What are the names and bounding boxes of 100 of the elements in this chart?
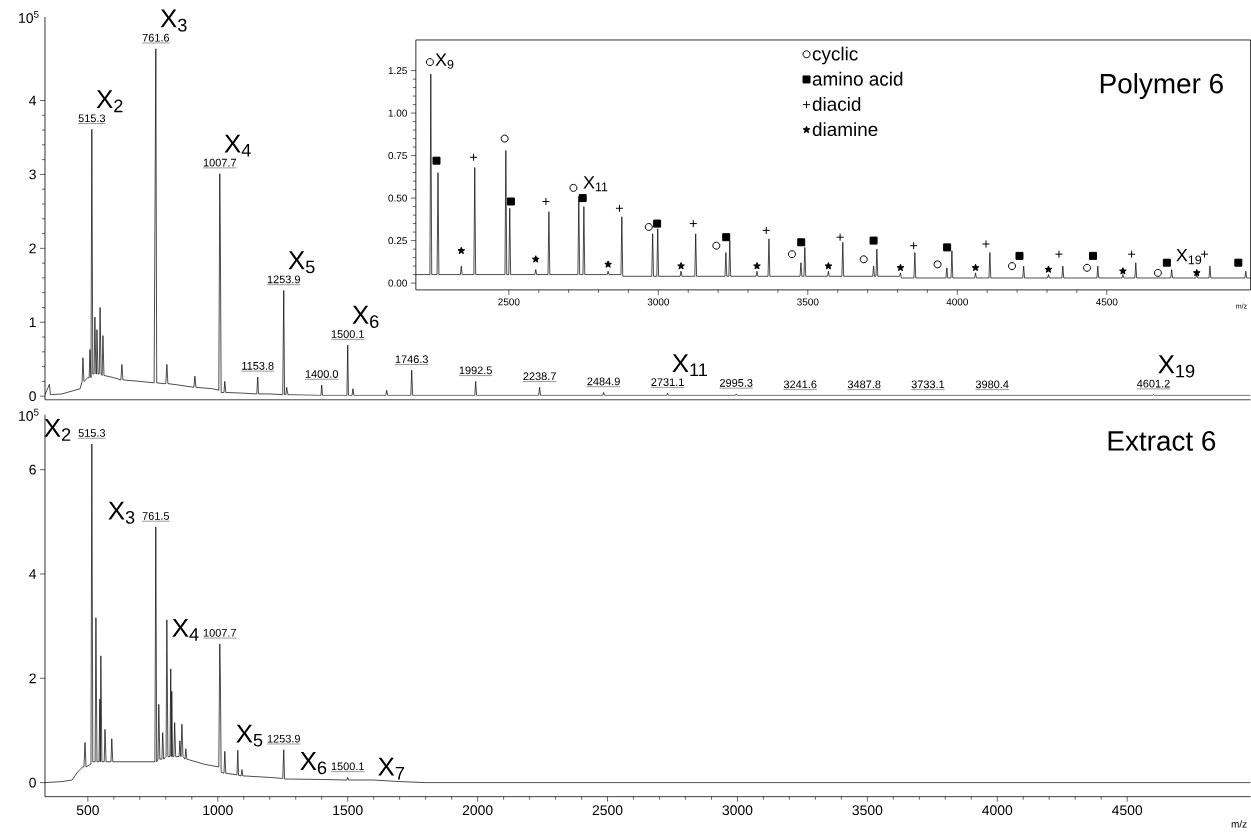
point (1153, 269, 1162, 278)
point (1015, 252, 1024, 261)
point (824, 262, 833, 270)
point (1044, 265, 1053, 273)
x-tick-label: 3500 (852, 805, 883, 816)
y-tick-label: 0.00 (388, 279, 407, 287)
annotation: X$_{7}$ (378, 757, 405, 780)
x-tick-label: 3000 (722, 805, 753, 816)
point (1054, 250, 1063, 259)
point (943, 243, 952, 252)
annotation: 3487.8 (847, 380, 881, 389)
annotation: X$_{2}$ (44, 419, 71, 441)
legend-label: cyclic (812, 46, 858, 65)
annotation: 1253.9 (267, 275, 300, 284)
point (531, 255, 540, 263)
point (896, 263, 905, 272)
y-tick-label: 0.75 (388, 152, 407, 160)
y-tick-label: 0.50 (388, 194, 407, 202)
x-tick-label: 4000 (982, 805, 1013, 816)
point (425, 58, 434, 67)
point (1200, 250, 1209, 259)
x-tick-label: 2500 (498, 298, 520, 306)
x-tick-label: 1500 (333, 805, 363, 816)
annotation: 1007.7 (203, 158, 236, 167)
point (500, 134, 509, 143)
x-tick-label: 1000 (203, 805, 233, 816)
annotation: X$_{6}$ (300, 752, 327, 775)
legend-label: diamine (812, 122, 878, 137)
point (869, 236, 878, 245)
annotation: X$_{11}$ (583, 176, 608, 192)
point (677, 262, 685, 270)
point (1192, 269, 1201, 277)
point (469, 153, 478, 162)
point (762, 226, 771, 235)
point (604, 260, 612, 268)
point (933, 260, 942, 269)
point (1127, 250, 1136, 259)
annotation: 1253.9 (267, 734, 300, 743)
annotation: 3241.6 (783, 380, 817, 389)
annotation: X$_{5}$ (288, 251, 315, 274)
point (432, 156, 441, 165)
x-tick-label: 3000 (647, 298, 670, 306)
y-tick-label: 0 (29, 391, 36, 402)
point (653, 219, 662, 228)
point (859, 255, 868, 264)
legend-label: amino acid (812, 71, 903, 86)
x-tick-label: 2500 (592, 805, 623, 816)
point (578, 194, 587, 203)
y-axis-title: 10$^{5}$ (19, 408, 39, 422)
annotation: 761.5 (142, 512, 170, 520)
annotation: 2731.1 (651, 378, 684, 387)
point (1234, 258, 1243, 267)
annotation: 515.3 (78, 114, 106, 123)
annotation: X$_{19}$ (1176, 249, 1202, 265)
annotation: 761.6 (142, 33, 170, 42)
y-tick-label: 6 (29, 464, 36, 475)
y-axis-title: 10$^{5}$ (19, 11, 39, 24)
annotation: 1746.3 (395, 355, 428, 364)
x-tick-label: 4000 (946, 298, 968, 306)
point (909, 241, 918, 250)
y-tick-label: 1.25 (388, 67, 407, 75)
x-tick-label: 500 (76, 805, 99, 816)
chart-title: Extract 6 (1108, 431, 1216, 451)
point (1008, 262, 1016, 271)
annotation: 2995.3 (720, 379, 753, 387)
annotation: X$_{6}$ (352, 305, 379, 329)
y-tick-label: 4 (29, 95, 37, 106)
point (981, 240, 990, 249)
annotation: X$_{3}$ (160, 9, 187, 32)
annotation: X$_{3}$ (108, 501, 135, 524)
point (457, 246, 466, 255)
annotation: X$_{4}$ (224, 134, 251, 157)
y-tick-label: 4 (29, 569, 37, 579)
annotation: 1992.5 (459, 366, 492, 375)
annotation: X$_{11}$ (672, 354, 707, 377)
point (712, 241, 721, 250)
y-tick-label: 0 (29, 777, 36, 788)
legend-label: diacid (812, 97, 861, 112)
x-tick-label: 2000 (462, 805, 493, 816)
point (1119, 267, 1127, 275)
x-tick-label: 3500 (797, 298, 819, 306)
y-tick-label: 2 (29, 243, 36, 254)
x-tick-label: 4500 (1095, 298, 1118, 306)
annotation: 1007.7 (203, 629, 236, 637)
y-tick-label: 1 (29, 317, 36, 328)
annotation: 1500.1 (331, 762, 364, 771)
point (615, 204, 624, 213)
point (787, 250, 796, 259)
y-tick-label: 2 (29, 673, 36, 684)
point (722, 233, 731, 242)
annotation: 2484.9 (587, 377, 620, 386)
point (1089, 252, 1098, 261)
point (1083, 263, 1092, 272)
annotation: 3733.1 (911, 380, 945, 389)
annotation: 2238.7 (523, 372, 556, 381)
annotation: X$_{19}$ (1158, 355, 1195, 378)
x-axis-title: m/z (1231, 820, 1247, 828)
annotation: X$_{2}$ (96, 90, 123, 113)
y-tick-label: 3 (29, 169, 36, 180)
annotation: X$_{4}$ (172, 619, 199, 641)
